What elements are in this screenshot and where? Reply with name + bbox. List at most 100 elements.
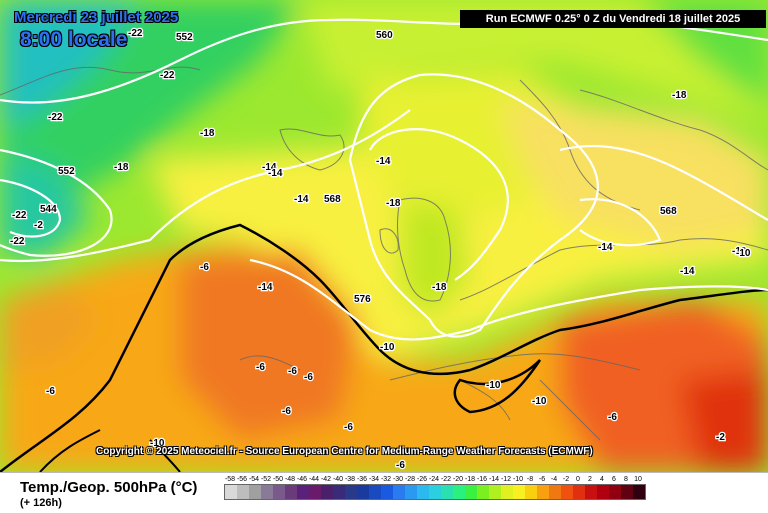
temperature-label: -10: [532, 396, 547, 407]
temperature-label: -14: [268, 168, 283, 179]
temperature-label: -18: [672, 90, 687, 101]
legend-swatch: [333, 485, 345, 499]
legend-swatch: [585, 485, 597, 499]
legend-swatch: [237, 485, 249, 499]
legend-label: -24: [428, 476, 440, 483]
temperature-label: -10: [150, 438, 165, 449]
legend-swatch: [321, 485, 333, 499]
legend-swatch: [561, 485, 573, 499]
geopotential-label: 576: [354, 294, 371, 305]
temperature-label: -10: [486, 380, 501, 391]
legend-label: -42: [320, 476, 332, 483]
legend-swatch: [489, 485, 501, 499]
legend-label: -22: [440, 476, 452, 483]
legend-labels: -58 -56 -54 -52 -50 -48 -46 -44 -42 -40 -38 -36 -34-…: [224, 475, 646, 484]
temperature-label: -6: [304, 372, 313, 383]
copyright-text: Copyright © 2025 Meteociel.fr - Source E…: [96, 446, 593, 457]
temperature-label: -18: [200, 128, 215, 139]
temperature-label: -14: [258, 282, 273, 293]
legend-swatch: [381, 485, 393, 499]
legend-label: -52: [260, 476, 272, 483]
legend-swatch: [465, 485, 477, 499]
legend-swatch: [453, 485, 465, 499]
legend-label: 2: [588, 476, 592, 483]
legend-label: -40: [332, 476, 344, 483]
legend-swatch: [249, 485, 261, 499]
legend-label: -38: [344, 476, 356, 483]
legend-label: -8: [526, 476, 534, 483]
geopotential-label: 568: [660, 206, 677, 217]
legend-swatch: [477, 485, 489, 499]
chart-title: Temp./Geop. 500hPa (°C): [20, 479, 198, 496]
legend-swatch: [501, 485, 513, 499]
legend-label: -4: [550, 476, 558, 483]
temperature-label: -22: [10, 236, 25, 247]
legend-label: -46: [296, 476, 308, 483]
temperature-label: -6: [344, 422, 353, 433]
temperature-label: -22: [12, 210, 27, 221]
legend-swatch: [537, 485, 549, 499]
temperature-label: -14: [680, 266, 695, 277]
temperature-label: -14: [598, 242, 613, 253]
temperature-label: -18: [432, 282, 447, 293]
legend-label: -16: [476, 476, 488, 483]
geopotential-label: 568: [324, 194, 341, 205]
forecast-date-line: Mercredi 23 juillet 2025: [14, 9, 179, 26]
legend-label: -6: [538, 476, 546, 483]
footer-bar: Temp./Geop. 500hPa (°C) (+ 126h) -58 -56-…: [0, 472, 768, 513]
legend-label: 0: [576, 476, 580, 483]
temperature-label: -22: [160, 70, 175, 81]
legend-swatch: [429, 485, 441, 499]
legend-label: 6: [612, 476, 616, 483]
legend-swatch: [357, 485, 369, 499]
legend-label: -48: [284, 476, 296, 483]
legend-swatch: [549, 485, 561, 499]
temperature-label: -2: [34, 220, 43, 231]
temperature-labels: -22-22-22-18-18-22-2-22-18-14-14-14-14-1…: [9, 27, 752, 472]
legend-label: -44: [308, 476, 320, 483]
temperature-label: -22: [48, 112, 63, 123]
geopotential-label: 544: [40, 204, 57, 215]
legend-swatch: [621, 485, 633, 499]
geopotential-label: 552: [176, 32, 193, 43]
legend-label: -14: [488, 476, 500, 483]
temperature-label: -10: [736, 248, 751, 259]
temperature-label: -18: [114, 162, 129, 173]
temperature-label: -14: [262, 162, 277, 173]
legend-label: -20: [452, 476, 464, 483]
legend-swatch: [525, 485, 537, 499]
weather-map: -22 -22 -22 -18 -18 -22 -2 -22 -18 -14 -14 -14 -14 -1…: [0, 0, 768, 472]
legend-label: -56: [236, 476, 248, 483]
legend-swatch: [285, 485, 297, 499]
temperature-label: -6: [608, 412, 617, 423]
legend-swatch: [597, 485, 609, 499]
legend-label: -36: [356, 476, 368, 483]
color-scale-legend: -58 -56 -54 -52 -50 -48 -46 -44 -42 -40 -38 -36 -34-…: [224, 475, 646, 500]
temperature-field: -22-22-22-18-18-22-2-22-18-14-14-14-14-1…: [0, 0, 768, 472]
legend-swatch: [309, 485, 321, 499]
temperature-label: -6: [200, 262, 209, 273]
legend-label: -10: [512, 476, 524, 483]
legend-swatch: [633, 485, 645, 499]
legend-label: -34: [368, 476, 380, 483]
temperature-label: -18: [386, 198, 401, 209]
temperature-label: -2: [716, 432, 725, 443]
legend-label: -30: [392, 476, 404, 483]
legend-label: -32: [380, 476, 392, 483]
temperature-label: -6: [256, 362, 265, 373]
legend-label: -26: [416, 476, 428, 483]
temperature-label: -14: [294, 194, 309, 205]
legend-swatch: [369, 485, 381, 499]
legend-swatch: [405, 485, 417, 499]
legend-label: -18: [464, 476, 476, 483]
legend-swatch: [441, 485, 453, 499]
legend-label: 8: [624, 476, 628, 483]
legend-swatch: [297, 485, 309, 499]
temperature-label: -22: [128, 28, 143, 39]
geopotential-label: 552: [58, 166, 75, 177]
legend-swatch: [261, 485, 273, 499]
legend-label: -54: [248, 476, 260, 483]
legend-label: 10: [634, 476, 642, 483]
temperature-label: -10: [732, 246, 747, 257]
legend-swatch: [273, 485, 285, 499]
